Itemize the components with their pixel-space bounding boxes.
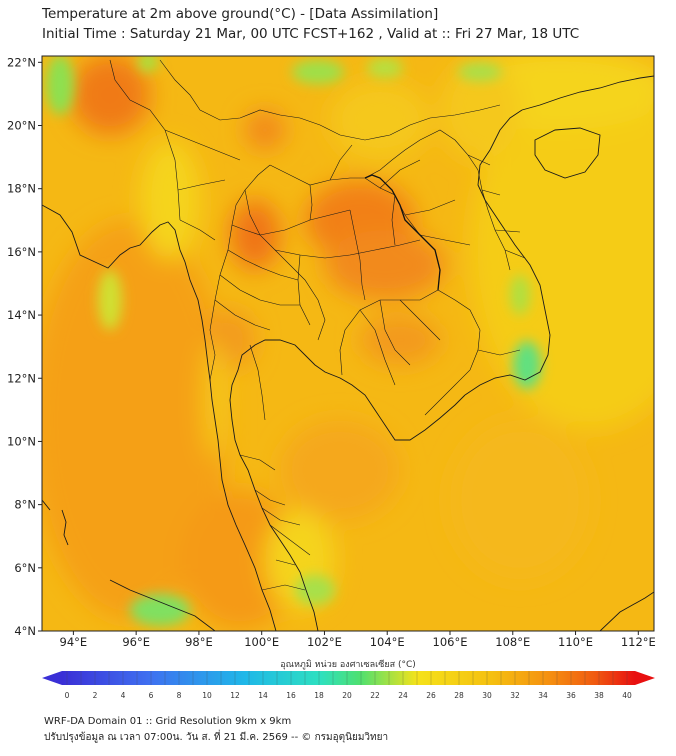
lon-label: 112°E [621,635,656,649]
colorbar-tick-label: 24 [398,691,408,700]
laos-border [364,174,441,291]
colorbar-tick-label: 30 [482,691,492,700]
longitude-axis: 94°E 96°E 98°E 100°E 102°E 104°E 106°E 108°E 110… [60,631,656,649]
colorbar-tick-label: 36 [566,691,576,700]
temperature-field [42,56,654,631]
lon-label: 102°E [307,635,342,649]
lon-label: 100°E [244,635,279,649]
colorbar: 0 2 4 6 8 10 12 14 16 18 20 22 24 26 28 30 32 34 36 38 40 อุ… [42,659,655,700]
lon-label: 110°E [558,635,593,649]
colorbar-tick-label: 26 [426,691,436,700]
footer-update: ปรับปรุงข้อมูล ณ เวลา 07:00น. วัน ส. ที่… [44,732,389,743]
colorbar-tick-label: 40 [622,691,632,700]
colorbar-tick-label: 18 [314,691,324,700]
colorbar-tick-label: 38 [594,691,604,700]
colorbar-high-arrow [635,671,655,685]
colorbar-tick-label: 34 [538,691,548,700]
colorbar-low-arrow [42,671,62,685]
footer-resolution: WRF-DA Domain 01 :: Grid Resolution 9km … [44,716,292,727]
lat-label: 4°N [14,624,36,638]
colorbar-label: อุณหภูมิ หน่วย องศาเซลเซียส (°C) [280,659,416,670]
colorbar-tick-label: 14 [258,691,268,700]
lat-label: 10°N [7,434,36,448]
colorbar-tick-label: 12 [230,691,240,700]
lat-label: 6°N [14,561,36,575]
colorbar-tick-label: 22 [370,691,380,700]
lat-label: 18°N [7,182,36,196]
lon-label: 108°E [495,635,530,649]
colorbar-tick-label: 32 [510,691,520,700]
lon-label: 94°E [60,635,88,649]
lat-label: 16°N [7,245,36,259]
lon-label: 104°E [370,635,405,649]
colorbar-tick-label: 2 [93,691,98,700]
coastlines [42,75,654,631]
plot-frame [41,55,655,632]
colorbar-tick-label: 10 [202,691,212,700]
lat-label: 8°N [14,498,36,512]
colorbar-gradient [62,671,635,685]
colorbar-tick-label: 0 [65,691,70,700]
lon-label: 96°E [122,635,150,649]
lon-label: 98°E [185,635,213,649]
map-subtitle: Initial Time : Saturday 21 Mar, 00 UTC F… [42,26,580,42]
colorbar-tick-label: 20 [342,691,352,700]
lat-label: 14°N [7,308,36,322]
lat-label: 12°N [7,371,36,385]
map-title: Temperature at 2m above ground(°C) - [Da… [42,6,439,22]
latitude-axis: 22°N 20°N 18°N 16°N 14°N 12°N 10°N 8°N 6°N 4°N [7,55,42,638]
colorbar-tick-label: 16 [286,691,296,700]
lat-label: 22°N [7,55,36,69]
borders [109,59,526,591]
lat-label: 20°N [7,119,36,133]
colorbar-tick-label: 6 [149,691,154,700]
colorbar-tick-label: 8 [177,691,182,700]
lon-label: 106°E [433,635,468,649]
colorbar-tick-label: 28 [454,691,464,700]
colorbar-tick-label: 4 [121,691,126,700]
